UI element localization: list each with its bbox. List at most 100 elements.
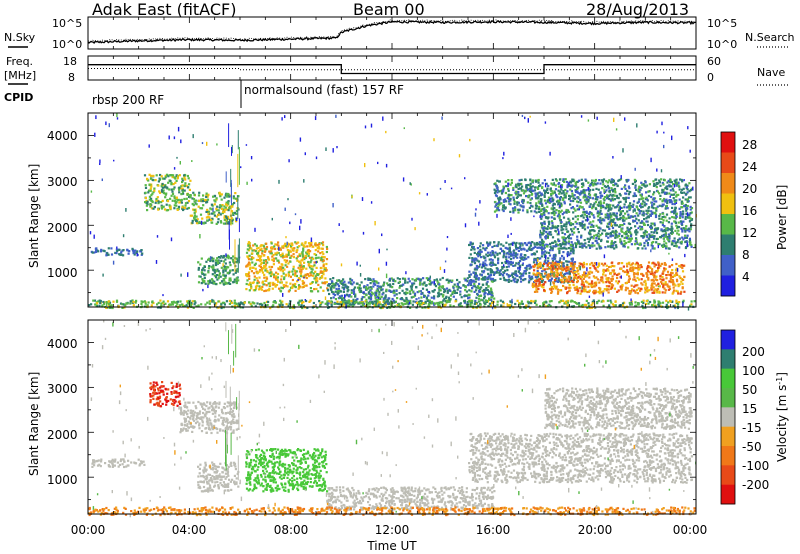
power-cell — [230, 217, 233, 220]
power-cell — [306, 250, 309, 254]
power-cell — [287, 262, 290, 265]
power-cell — [539, 257, 542, 260]
power-cell — [281, 245, 284, 248]
power-cell — [607, 278, 610, 281]
power-cell — [402, 283, 405, 286]
power-cell — [161, 207, 164, 210]
power-cell — [518, 302, 521, 305]
power-cell — [376, 287, 379, 290]
power-cell — [628, 208, 631, 212]
power-cell — [610, 178, 613, 181]
power-cell — [646, 286, 649, 289]
power-cell — [668, 265, 671, 268]
power-cell — [283, 277, 286, 281]
power-cell — [681, 230, 684, 233]
power-cell — [197, 266, 200, 270]
power-cell — [591, 207, 594, 210]
power-cell — [280, 268, 283, 271]
power-cell — [537, 195, 540, 198]
power-cell — [263, 273, 266, 276]
power-cell — [681, 282, 684, 285]
power-cell — [564, 188, 567, 192]
power-cell — [344, 285, 347, 288]
power-cell — [602, 206, 605, 209]
power-cell — [260, 269, 264, 272]
power-cell — [583, 199, 587, 202]
power-cell — [676, 241, 679, 244]
power-cell — [571, 206, 574, 209]
power-cell — [605, 289, 608, 292]
power-cell — [387, 302, 390, 306]
power-cell — [536, 290, 539, 293]
power-cell — [504, 260, 507, 264]
power-cell — [627, 279, 630, 283]
power-cell — [574, 209, 577, 212]
power-cell — [146, 209, 149, 212]
power-cell — [543, 206, 546, 210]
power-cell — [611, 230, 614, 233]
power-cell — [93, 251, 96, 254]
power-cell — [457, 286, 460, 289]
power-cell — [316, 273, 319, 276]
power-cell — [540, 285, 544, 288]
power-cell — [203, 276, 206, 279]
power-cell — [195, 222, 199, 225]
power-cell — [177, 198, 180, 201]
power-cell — [343, 299, 346, 302]
power-cell — [685, 192, 688, 196]
power-cell — [490, 264, 493, 267]
power-cell — [565, 208, 568, 212]
power-cell — [220, 259, 223, 262]
power-cell — [663, 192, 667, 195]
power-cell — [540, 245, 543, 248]
power-cell — [299, 285, 302, 288]
power-cell — [406, 281, 409, 284]
power-cell — [578, 242, 581, 245]
power-cell — [583, 265, 586, 269]
power-cell — [591, 242, 594, 245]
power-cell — [538, 205, 541, 208]
power-cell — [685, 225, 688, 228]
power-cell — [448, 280, 451, 283]
power-cell — [258, 270, 261, 273]
power-cell — [514, 252, 517, 255]
power-cell — [558, 259, 561, 262]
power-cell — [451, 292, 454, 295]
power-cell — [537, 178, 540, 182]
power-cell — [565, 223, 568, 226]
power-cell — [510, 279, 513, 283]
power-cell — [568, 253, 571, 256]
power-cell — [634, 181, 637, 184]
power-cell — [539, 243, 542, 247]
power-cell — [528, 267, 531, 270]
power-cell — [169, 205, 172, 208]
power-cell — [401, 277, 405, 280]
power-cell — [341, 298, 344, 301]
power-cell — [579, 224, 582, 227]
power-cell — [516, 246, 519, 250]
power-cell — [592, 224, 595, 227]
power-cell — [294, 274, 297, 277]
power-cell — [661, 244, 664, 247]
power-cell — [548, 232, 551, 236]
power-cell — [466, 277, 469, 280]
power-cell — [497, 197, 500, 200]
power-cell — [553, 256, 556, 259]
power-cell — [107, 247, 110, 250]
power-cell — [287, 253, 290, 257]
power-cell — [370, 294, 373, 297]
power-cell — [567, 280, 570, 283]
power-cell — [576, 180, 579, 183]
power-cell — [339, 280, 342, 283]
power-cell — [339, 282, 342, 285]
power-cell — [469, 303, 472, 306]
power-cell — [675, 181, 678, 184]
power-cell — [218, 211, 221, 214]
power-cell — [566, 272, 569, 275]
power-cell — [655, 209, 658, 212]
power-cell — [313, 264, 316, 267]
power-cell — [548, 287, 552, 291]
power-cell — [268, 250, 271, 253]
power-cell — [569, 237, 573, 240]
power-cell — [319, 286, 322, 289]
